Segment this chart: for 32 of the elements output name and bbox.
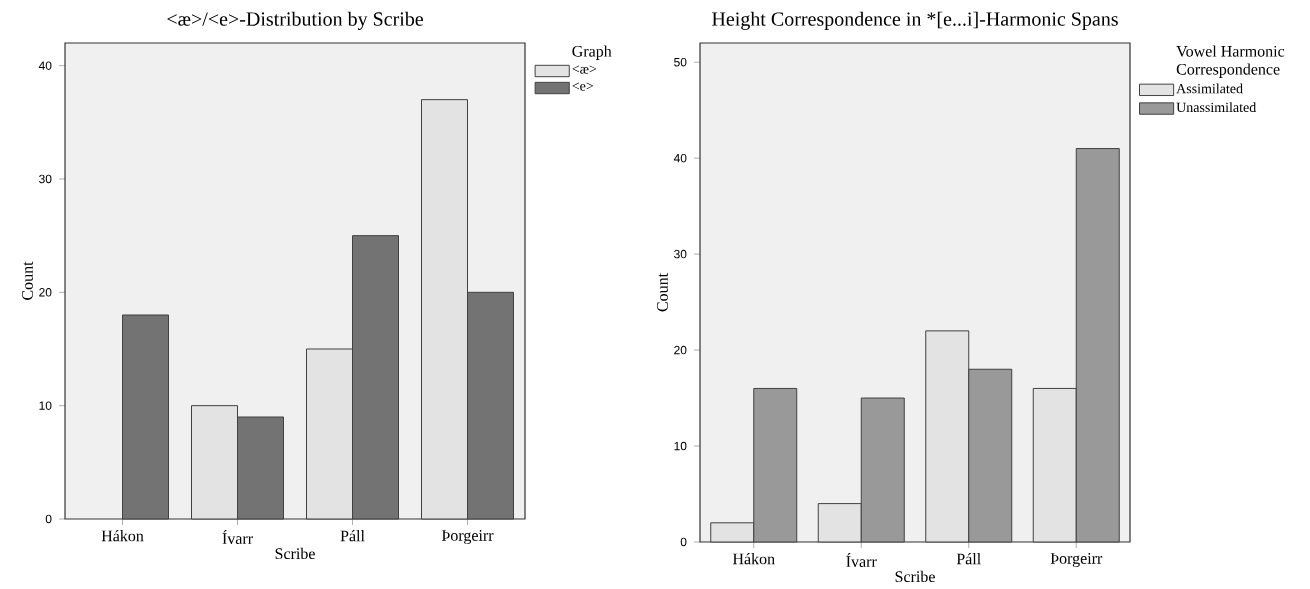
legend-title: Vowel Harmonic Correspondence [1176, 45, 1285, 79]
y-tick-label: 20 [39, 288, 52, 297]
x-tick-label: Hákon [732, 553, 775, 565]
legend-label: <æ> [572, 65, 597, 74]
bar [122, 314, 170, 520]
x-tick-label: Hákon [101, 530, 144, 542]
x-axis-title: Scribe [895, 570, 935, 583]
legend-label: <e> [572, 82, 594, 91]
chart-title: <æ>/<e>-Distribution by Scribe [167, 11, 423, 31]
x-tick-label: Ívarr [222, 530, 253, 545]
y-tick-label: 30 [39, 174, 52, 184]
y-tick-label: 10 [674, 441, 687, 451]
y-tick-label: 40 [38, 61, 52, 71]
y-tick-label: 20 [674, 345, 687, 355]
x-axis-title: Scribe [275, 547, 315, 560]
chart-title: Height Correspondence in *[e...i]-Harmonic Spans [712, 11, 1118, 31]
legend-label: Unassimilated [1176, 102, 1257, 113]
legend-label: Assimilated [1176, 83, 1243, 94]
x-tick-label: Páll [340, 530, 365, 542]
y-tick-label: 10 [39, 401, 52, 411]
x-tick-label: Ívarr [846, 553, 877, 568]
x-tick-label: Þorgeirr [442, 530, 494, 545]
y-tick-label: 50 [674, 58, 687, 67]
y-tick-label: 40 [673, 154, 687, 163]
y-tick-label: 0 [45, 514, 52, 524]
y-axis-title: Count [657, 273, 668, 312]
legend-title: Graph [572, 45, 612, 61]
x-tick-label: Þorgeirr [1050, 553, 1103, 568]
y-axis-title: Count [22, 261, 33, 301]
x-tick-label: Páll [956, 553, 981, 565]
y-tick-label: 30 [674, 249, 687, 259]
y-tick-label: 0 [680, 537, 687, 547]
